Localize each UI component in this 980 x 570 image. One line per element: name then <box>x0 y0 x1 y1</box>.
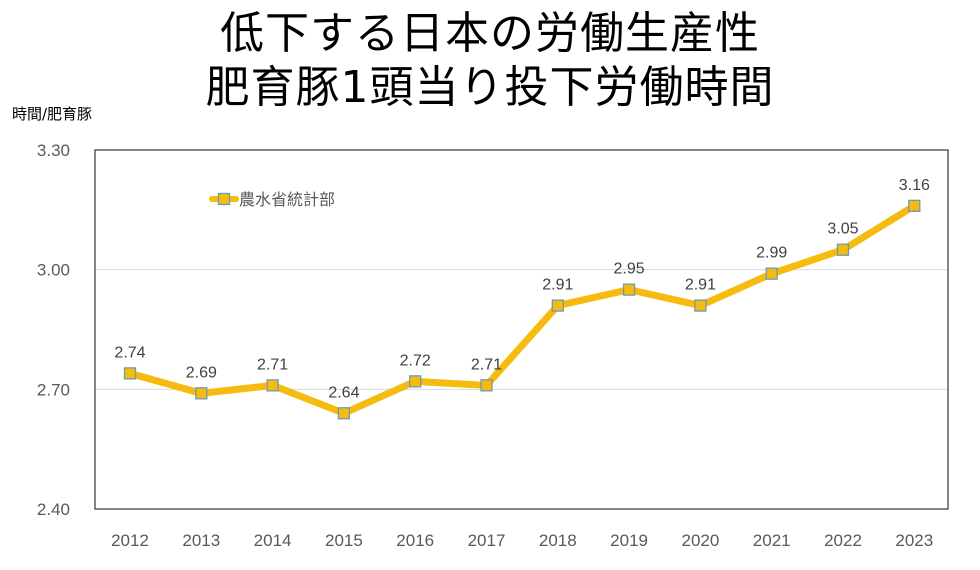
y-tick-label: 2.70 <box>37 380 70 399</box>
series-line <box>126 202 918 417</box>
data-point-marker <box>266 379 279 392</box>
plot-frame <box>94 149 949 510</box>
x-tick-label: 2019 <box>610 531 648 550</box>
x-tick-label: 2022 <box>824 531 862 550</box>
y-tick-label: 3.30 <box>37 141 70 160</box>
x-tick-label: 2013 <box>182 531 220 550</box>
data-label: 3.05 <box>827 221 858 238</box>
x-tick-label: 2020 <box>681 531 719 550</box>
data-label: 2.72 <box>400 352 431 369</box>
data-point-marker <box>622 283 636 296</box>
data-point-marker <box>123 367 137 380</box>
data-label: 2.71 <box>257 356 288 373</box>
data-label: 2.69 <box>186 364 217 381</box>
data-point-marker <box>765 267 778 280</box>
y-axis-label: 時間/肥育豚 <box>12 105 93 123</box>
data-point-marker <box>694 299 707 312</box>
x-tick-label: 2021 <box>753 531 791 550</box>
data-point-marker <box>908 199 921 212</box>
data-label: 2.74 <box>114 344 145 361</box>
data-point-marker <box>480 379 493 392</box>
chart-title-line1: 低下する日本の労働生産性 <box>220 8 760 59</box>
data-label: 2.99 <box>756 245 787 262</box>
x-tick-label: 2012 <box>111 531 149 550</box>
data-label: 2.64 <box>328 384 359 401</box>
x-tick-label: 2016 <box>396 531 434 550</box>
x-tick-label: 2023 <box>895 531 933 550</box>
data-label: 2.95 <box>614 261 645 278</box>
data-point-marker <box>836 243 850 256</box>
data-label: 2.91 <box>542 277 573 294</box>
data-point-marker <box>409 375 422 388</box>
data-point-marker <box>195 387 208 400</box>
legend-marker <box>217 192 231 206</box>
legend-label: 農水省統計部 <box>239 190 335 209</box>
chart-title-line2: 肥育豚1頭当り投下労働時間 <box>205 62 775 113</box>
y-tick-label: 3.00 <box>37 261 70 280</box>
data-point-marker <box>551 299 564 312</box>
x-tick-label: 2015 <box>325 531 363 550</box>
data-label: 2.71 <box>471 356 502 373</box>
data-label: 2.91 <box>685 277 716 294</box>
data-point-marker <box>337 407 351 420</box>
x-tick-label: 2014 <box>254 531 292 550</box>
x-tick-label: 2018 <box>539 531 577 550</box>
x-tick-label: 2017 <box>468 531 506 550</box>
y-tick-label: 2.40 <box>37 500 70 519</box>
data-label: 3.16 <box>899 177 930 194</box>
